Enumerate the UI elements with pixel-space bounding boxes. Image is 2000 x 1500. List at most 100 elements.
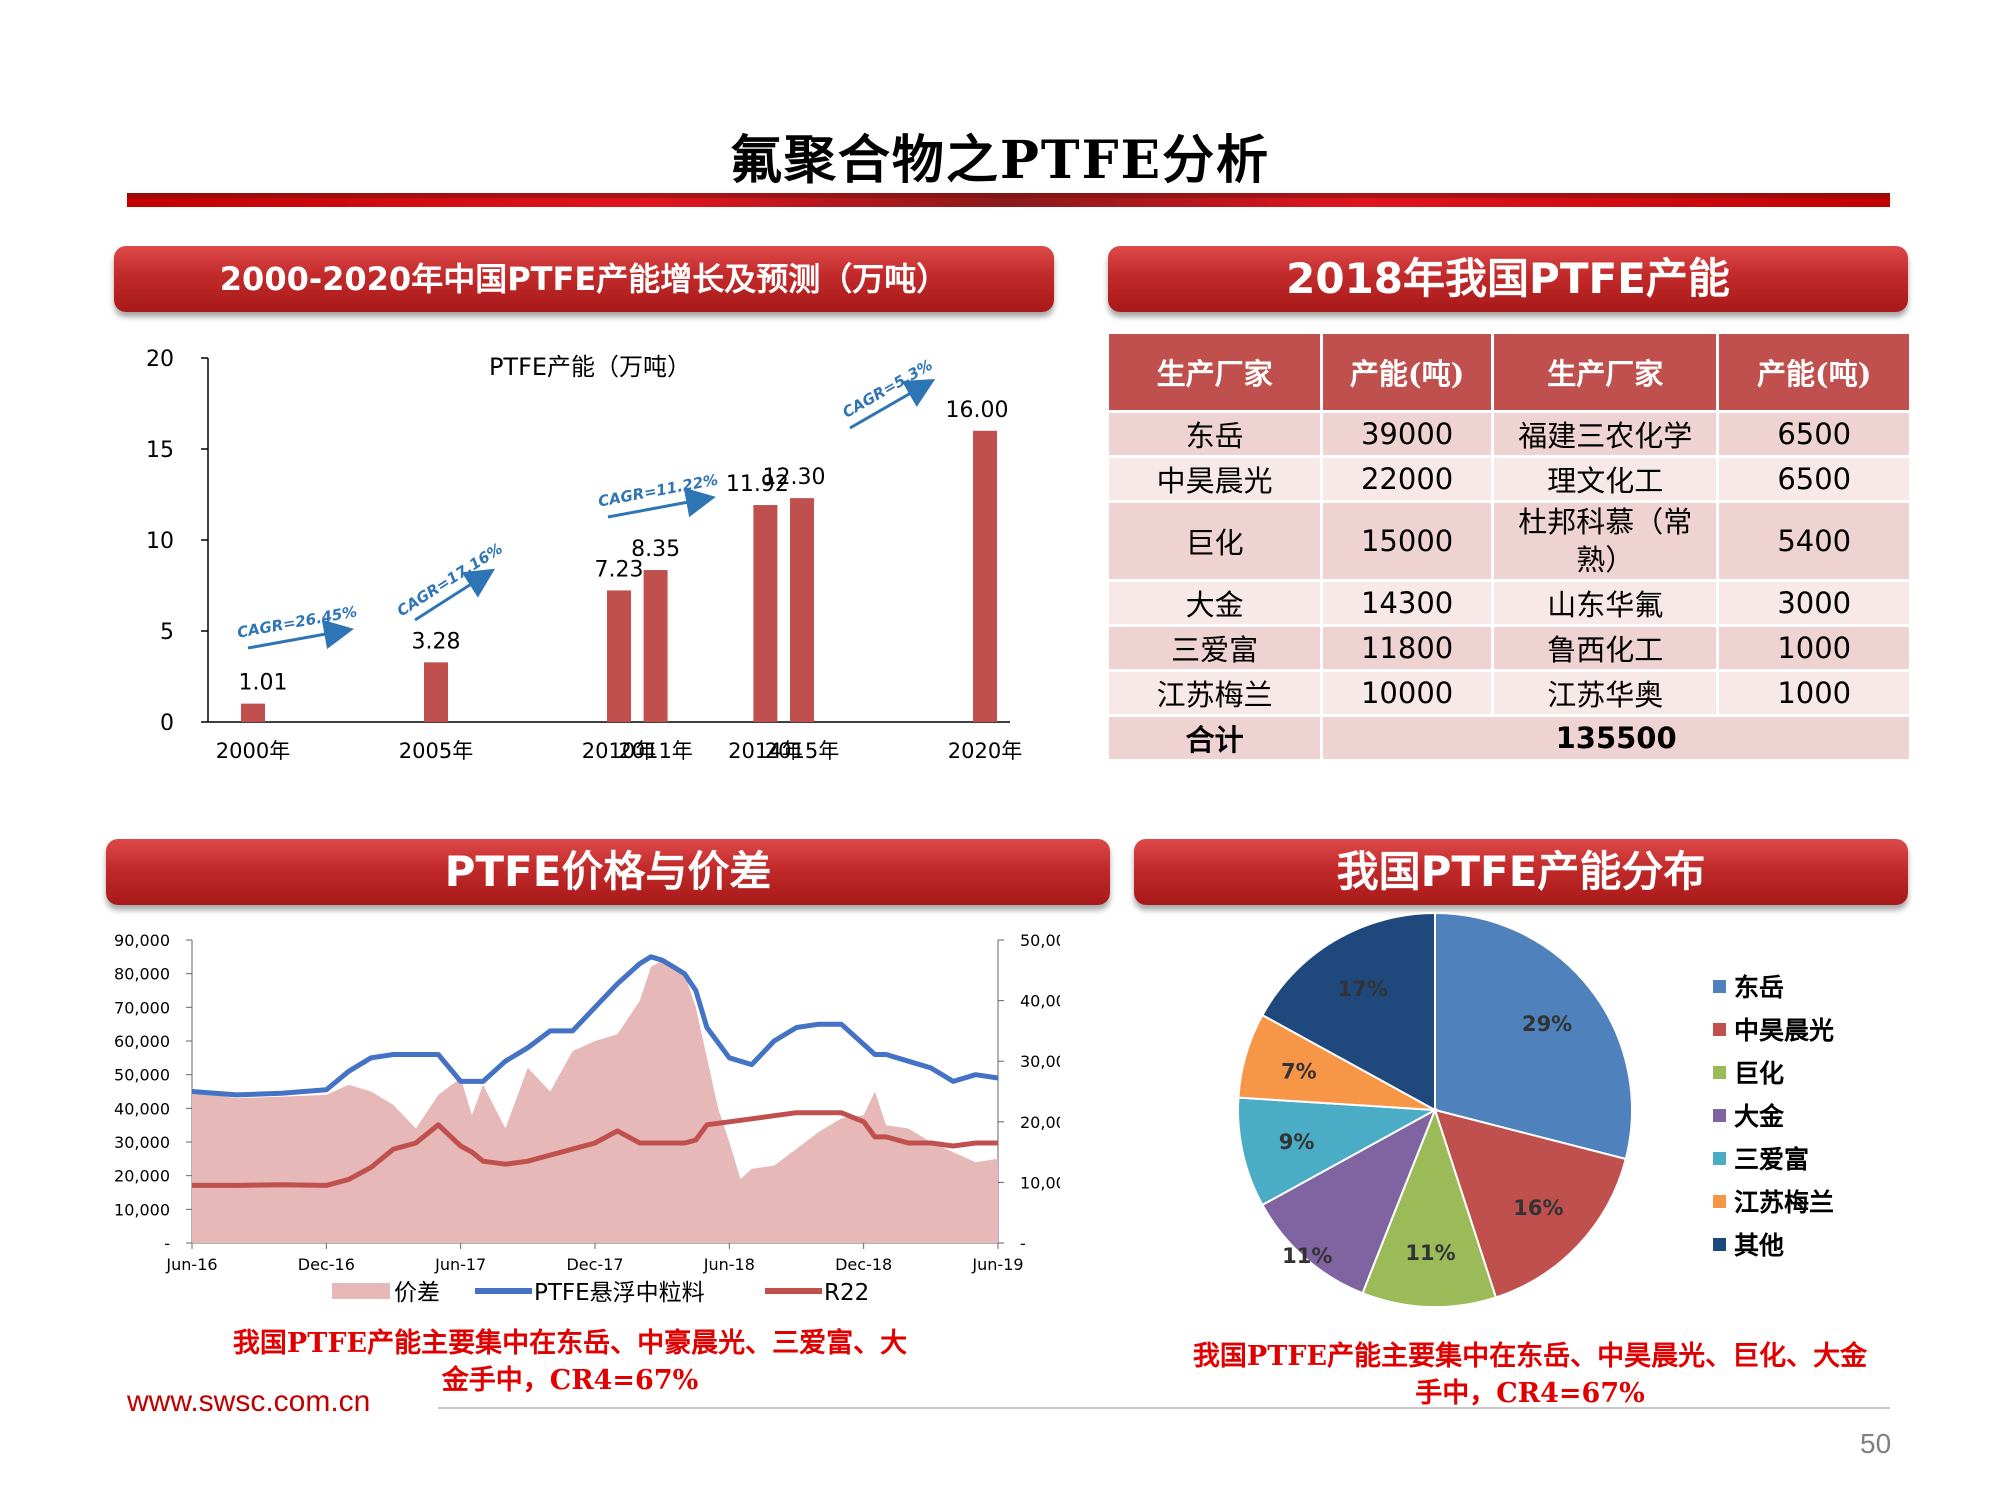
table-cell: 东岳: [1109, 413, 1321, 455]
y-left-tick-label: 10,000: [114, 1200, 170, 1219]
table-cell: 大金: [1109, 582, 1321, 624]
legend-swatch: [1713, 1195, 1726, 1208]
table-row: 江苏梅兰 10000 江苏华奥 1000: [1109, 672, 1909, 714]
pie-data-label: 17%: [1338, 977, 1388, 1001]
y-right-tick-label: 40,000: [1020, 992, 1060, 1011]
cagr-label: CAGR=26.45%: [236, 602, 359, 641]
price-spread-chart: - 10,000 20,000 30,000 40,000 50,000 60,000 70,…: [114, 931, 1060, 1306]
series-area-spread: [192, 960, 998, 1243]
banner-capacity-distribution: 我国PTFE产能分布: [1134, 839, 1908, 905]
y-left-tick-label: 80,000: [114, 965, 170, 984]
series-line-ptfe: [191, 954, 999, 1098]
table-cell: 6500: [1719, 413, 1909, 455]
pie-slice: [1433, 1108, 1628, 1299]
pie-slice: [1261, 1107, 1437, 1295]
x-tick-label: Dec-16: [298, 1255, 355, 1274]
legend-swatch: [1713, 1152, 1726, 1165]
data-label: 8.35: [631, 537, 680, 562]
bar: [241, 703, 265, 722]
legend-swatch: [1713, 1238, 1726, 1251]
pie-note: 我国PTFE产能主要集中在东岳、中昊晨光、巨化、大金手中，CR4=67%: [1192, 1341, 1868, 1409]
cagr-arrow: [247, 619, 354, 650]
legend-swatch: [1713, 1066, 1726, 1079]
banner-capacity-growth-label: 2000-2020年中国PTFE产能增长及预测（万吨）: [219, 260, 949, 298]
cagr-label: CAGR=11.22%: [597, 471, 720, 511]
table-header-cell: 产能(吨): [1719, 334, 1909, 410]
cagr-arrow: [414, 568, 496, 622]
x-tick-label: Jun-18: [703, 1255, 755, 1274]
website-link[interactable]: www.swsc.com.cn: [127, 1385, 371, 1418]
cagr-arrow: [607, 487, 716, 519]
pie-slice: [1434, 911, 1633, 1161]
table-total-label: 合计: [1109, 717, 1321, 759]
cagr-arrow: [849, 379, 936, 430]
table-cell: 中昊晨光: [1109, 458, 1321, 500]
pie-data-label: 16%: [1513, 1196, 1563, 1220]
x-tick-label: 2011年: [618, 739, 692, 763]
legend-swatch: [1713, 1023, 1726, 1036]
table-cell: 39000: [1323, 413, 1491, 455]
table-total-value: 135500: [1323, 717, 1909, 759]
banner-capacity-growth: 2000-2020年中国PTFE产能增长及预测（万吨）: [114, 246, 1054, 312]
y-left-tick-label: 50,000: [114, 1066, 170, 1085]
table-row: 大金 14300 山东华氟 3000: [1109, 582, 1909, 624]
price-note: 我国PTFE产能主要集中在东岳、中豪晨光、三爱富、大金手中，CR4=67%: [232, 1328, 908, 1396]
y-tick-label: 5: [160, 620, 174, 645]
x-tick-label: Jun-17: [434, 1255, 486, 1274]
pie-data-label: 11%: [1405, 1241, 1455, 1265]
data-label: 7.23: [595, 557, 644, 582]
legend-label: 巨化: [1734, 1059, 1784, 1088]
table-cell: 江苏华奥: [1493, 672, 1717, 714]
y-tick-label: 10: [146, 529, 174, 554]
bar: [607, 590, 631, 722]
legend-label: 大金: [1734, 1102, 1785, 1131]
title-rule-shadow: [127, 193, 1890, 198]
table-cell: 10000: [1323, 672, 1491, 714]
legend-swatch-spread: [332, 1283, 390, 1299]
legend-label: 三爱富: [1734, 1145, 1809, 1174]
table-cell: 5400: [1719, 503, 1909, 579]
table-cell: 15000: [1323, 503, 1491, 579]
table-cell: 1000: [1719, 627, 1909, 669]
legend-swatch: [1713, 980, 1726, 993]
capacity-bar-chart: 0 5 10 15 20 PTFE产能（万吨） 1.01 2000年 3.28 2005年 7.23…: [146, 347, 1022, 763]
x-tick-label: 2020年: [948, 739, 1022, 763]
page-title: 氟聚合物之PTFE分析: [729, 130, 1271, 191]
banner-price-spread: PTFE价格与价差: [106, 839, 1110, 905]
y-right-tick-label: 50,000: [1020, 931, 1060, 950]
legend-label: 价差: [394, 1280, 440, 1306]
table-cell: 三爱富: [1109, 627, 1321, 669]
table-cell: 22000: [1323, 458, 1491, 500]
legend-label: PTFE悬浮中粒料: [534, 1280, 705, 1306]
banner-capacity-distribution-label: 我国PTFE产能分布: [1336, 847, 1706, 896]
table-cell: 11800: [1323, 627, 1491, 669]
y-left-tick-label: 20,000: [114, 1167, 170, 1186]
legend-label: 江苏梅兰: [1734, 1188, 1834, 1217]
table-cell: 鲁西化工: [1493, 627, 1717, 669]
data-label: 3.28: [412, 629, 461, 654]
y-right-tick-label: 30,000: [1020, 1052, 1060, 1071]
table-cell: 福建三农化学: [1493, 413, 1717, 455]
table-cell: 江苏梅兰: [1109, 672, 1321, 714]
table-row: 东岳 39000 福建三农化学 6500: [1109, 413, 1909, 455]
banner-capacity-2018-label: 2018年我国PTFE产能: [1286, 254, 1730, 303]
pie-slice: [1237, 1096, 1439, 1207]
table-cell: 杜邦科慕（常熟）: [1493, 503, 1717, 579]
bar: [753, 505, 778, 722]
legend-label: 东岳: [1734, 973, 1784, 1002]
table-cell: 山东华氟: [1493, 582, 1717, 624]
data-label: 12.30: [763, 465, 826, 490]
pie-slice: [1361, 1107, 1498, 1308]
bar: [424, 662, 448, 722]
x-tick-label: 2005年: [399, 739, 473, 763]
legend-label: R22: [824, 1280, 869, 1306]
pie-data-label: 9%: [1279, 1130, 1315, 1154]
x-tick-label: 2010年: [582, 739, 656, 763]
table-cell: 1000: [1719, 672, 1909, 714]
y-tick-label: 0: [160, 711, 174, 736]
table-header-cell: 产能(吨): [1323, 334, 1491, 410]
x-tick-label: Dec-17: [566, 1255, 623, 1274]
y-left-tick-label: 30,000: [114, 1133, 170, 1152]
bar: [973, 430, 997, 722]
